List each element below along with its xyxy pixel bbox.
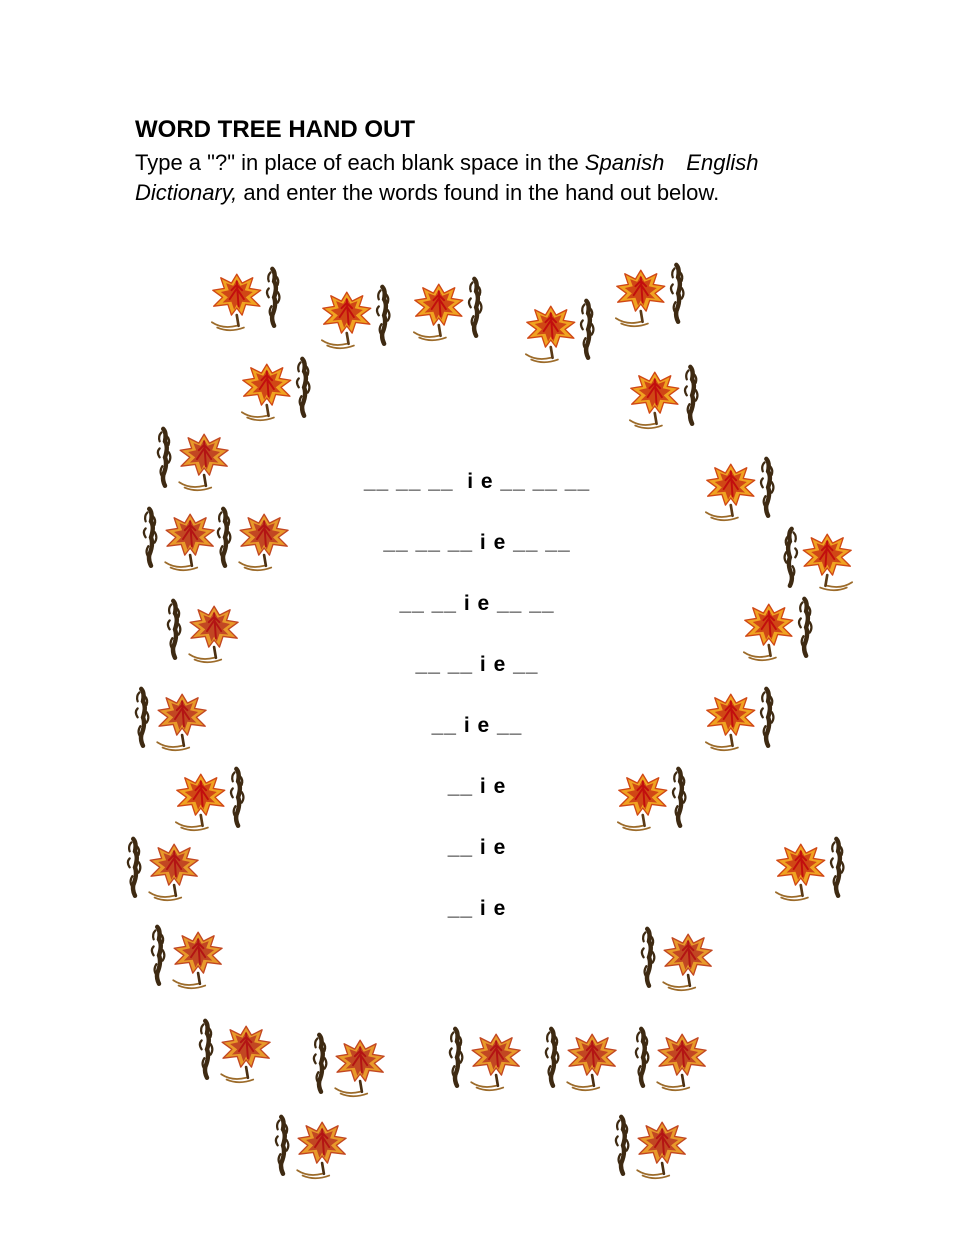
maple-leaf-icon [122, 830, 212, 910]
maple-leaf-icon [540, 1020, 630, 1100]
maple-leaf-icon [236, 350, 326, 430]
header: WORD TREE HAND OUT Type a "?" in place o… [135, 116, 835, 207]
maple-leaf-icon [612, 760, 702, 840]
maple-leaf-icon [630, 1020, 720, 1100]
maple-leaf-icon [610, 256, 700, 336]
maple-leaf-icon [206, 260, 296, 340]
maple-leaf-icon [408, 270, 498, 350]
page-title: WORD TREE HAND OUT [135, 116, 835, 144]
maple-leaf-icon [146, 918, 236, 998]
instructions-suffix: and enter the words found in the hand ou… [237, 180, 719, 205]
instructions-prefix: Type a "?" in place of each blank space … [135, 150, 585, 175]
maple-leaf-icon [770, 830, 860, 910]
maple-leaf-icon [520, 292, 610, 372]
maple-leaf-icon [738, 590, 828, 670]
maple-leaf-icon [194, 1012, 284, 1092]
word-row: __ __ __ i e __ __ __ [0, 470, 954, 494]
maple-leaf-icon [316, 278, 406, 358]
maple-leaf-icon [624, 358, 714, 438]
maple-leaf-icon [162, 592, 252, 672]
maple-leaf-icon [130, 680, 220, 760]
maple-leaf-icon [152, 420, 242, 500]
instructions: Type a "?" in place of each blank space … [135, 148, 835, 207]
maple-leaf-icon [270, 1108, 360, 1188]
maple-leaf-icon [444, 1020, 534, 1100]
page: WORD TREE HAND OUT Type a "?" in place o… [0, 0, 954, 1235]
maple-leaf-icon [170, 760, 260, 840]
word-row: __ i e [0, 775, 954, 799]
maple-leaf-icon [308, 1026, 398, 1106]
maple-leaf-icon [700, 450, 790, 530]
maple-leaf-icon [636, 920, 726, 1000]
maple-leaf-icon [610, 1108, 700, 1188]
maple-leaf-icon [212, 500, 302, 580]
maple-leaf-icon [700, 680, 790, 760]
maple-leaf-icon [768, 520, 858, 600]
